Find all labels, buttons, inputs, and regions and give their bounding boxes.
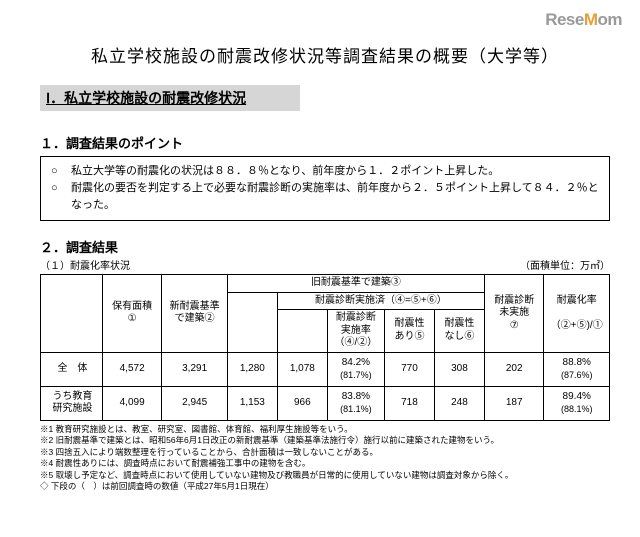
logo-part3: om [598,10,623,29]
cell-pct: 84.2% (81.7%) [327,352,384,386]
section-header: Ⅰ．私立学校施設の耐震改修状況 [40,85,300,111]
bullet-marker: ○ [51,180,71,214]
caption-row: （１）耐震化率状況 （面積単位：万㎡） [40,257,610,272]
cell: 187 [484,386,544,420]
pct-main: 84.2% [342,357,370,368]
cell: 248 [434,386,484,420]
pct-sub: (88.1%) [546,404,607,415]
col-header: 耐震性あり⑤ [384,310,434,353]
main-title: 私立学校施設の耐震改修状況等調査結果の概要（大学等） [40,42,610,67]
point-item: ○ 私立大学等の耐震化の状況は８８．８％となり、前年度から１．２ポイント上昇した… [51,163,599,180]
col-header: 耐震診断実施率（④/②） [327,310,384,353]
point-text: 私立大学等の耐震化の状況は８８．８％となり、前年度から１．２ポイント上昇した。 [71,163,499,180]
logo-accent: M [584,10,598,29]
document-content: 私立学校施設の耐震改修状況等調査結果の概要（大学等） Ⅰ．私立学校施設の耐震改修… [0,0,640,502]
footnotes: ※1 教育研究施設とは、教室、研究室、図書館、体育館、福利厚生施設等をいう。 ※… [40,424,610,493]
col-header: 新耐震基準で建築② [162,275,227,353]
sub-caption: （１）耐震化率状況 [40,257,130,272]
unit-label: （面積単位：万㎡） [520,257,610,272]
table-row: 全 体 4,572 3,291 1,280 1,078 84.2% (81.7%… [41,352,610,386]
points-heading: １．調査結果のポイント [40,133,610,152]
footnote: ◇ 下段の（ ）は前回調査時の数値（平成27年5月1日現在） [40,481,610,492]
cell: 770 [384,352,434,386]
pct-sub: (81.7%) [330,370,382,381]
table-row: うち教育研究施設 4,099 2,945 1,153 966 83.8% (81… [41,386,610,420]
logo: ReseMom [545,10,622,30]
cell: 966 [277,386,327,420]
row-header-blank [41,275,103,353]
point-text: 耐震化の要否を判定する上で必要な耐震診断の実施率は、前年度から２．５ポイント上昇… [71,180,599,214]
col-header: 保有面積① [102,275,162,353]
col-header: 耐震性なし⑥ [434,310,484,353]
col-header: 耐震化率（②+⑤)/① [544,275,610,353]
cell: 3,291 [162,352,227,386]
results-heading: ２．調査結果 [40,237,610,256]
cell-pct: 89.4% (88.1%) [544,386,610,420]
cell-pct: 83.8% (81.1%) [327,386,384,420]
footnote: ※3 四捨五入により端数整理を行っていることから、合計面積は一致しないことがある… [40,447,610,458]
results-table: 保有面積① 新耐震基準で建築② 旧耐震基準で建築③ 耐震診断未実施⑦ 耐震化率（… [40,274,610,421]
cell: 2,945 [162,386,227,420]
row-label: 全 体 [41,352,103,386]
col-sub-blank [227,292,277,352]
cell-pct: 88.8% (87.6%) [544,352,610,386]
row-label: うち教育研究施設 [41,386,103,420]
col-sub-blank2 [277,310,327,353]
cell: 1,153 [227,386,277,420]
points-box: ○ 私立大学等の耐震化の状況は８８．８％となり、前年度から１．２ポイント上昇した… [40,156,610,221]
cell: 308 [434,352,484,386]
cell: 1,078 [277,352,327,386]
pct-main: 83.8% [342,391,370,402]
footnote: ※5 取壊し予定など、調査時点において使用していない建物及び教職員が日常的に使用… [40,470,610,481]
footnote: ※1 教育研究施設とは、教室、研究室、図書館、体育館、福利厚生施設等をいう。 [40,424,610,435]
cell: 1,280 [227,352,277,386]
cell: 202 [484,352,544,386]
table-header-row: 保有面積① 新耐震基準で建築② 旧耐震基準で建築③ 耐震診断未実施⑦ 耐震化率（… [41,275,610,293]
logo-part1: Rese [545,10,584,29]
footnote: ※4 耐震性ありには、調査時点において耐震補強工事中の建物を含む。 [40,458,610,469]
pct-sub: (81.1%) [330,404,382,415]
col-group-header: 耐震診断実施済（④=⑤+⑥） [277,292,484,310]
col-header: 耐震診断未実施⑦ [484,275,544,353]
col-group-header: 旧耐震基準で建築③ [227,275,484,293]
pct-main: 88.8% [563,357,591,368]
cell: 4,099 [102,386,162,420]
bullet-marker: ○ [51,163,71,180]
cell: 4,572 [102,352,162,386]
pct-main: 89.4% [563,391,591,402]
pct-sub: (87.6%) [546,370,607,381]
cell: 718 [384,386,434,420]
footnote: ※2 旧耐震基準で建築とは、昭和56年6月1日改正の新耐震基準（建築基準法施行令… [40,435,610,446]
point-item: ○ 耐震化の要否を判定する上で必要な耐震診断の実施率は、前年度から２．５ポイント… [51,180,599,214]
